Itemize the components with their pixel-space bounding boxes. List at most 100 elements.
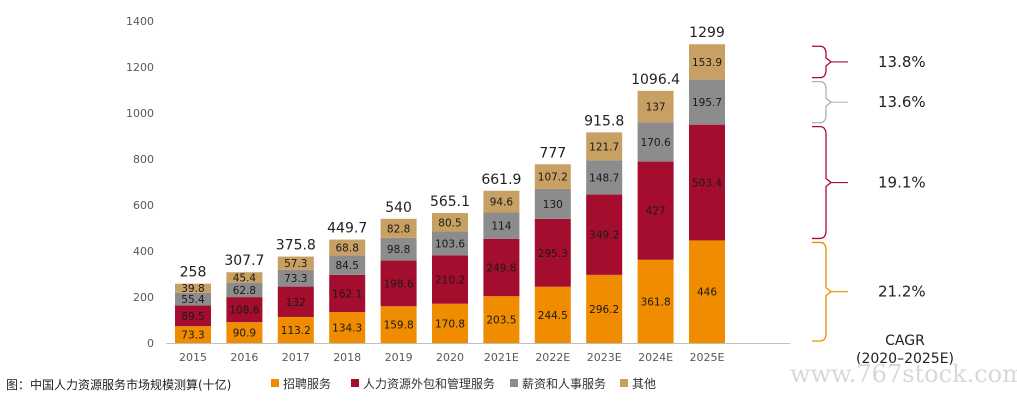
bar-segment: [534, 188, 571, 219]
data-label: 90.9: [233, 328, 256, 340]
legend-label: 招聘服务: [283, 376, 331, 391]
bar-segment: [329, 255, 366, 275]
x-tick-label: 2024E: [638, 351, 673, 364]
data-label: 114: [491, 221, 511, 233]
total-label: 258: [180, 265, 207, 281]
legend-label: 薪资和人事服务: [522, 376, 606, 391]
data-label: 39.8: [181, 283, 204, 295]
data-label: 62.8: [233, 285, 256, 297]
legend-swatch: [351, 379, 359, 387]
y-axis: 0 200 400 600 800 1000 1200 1400: [126, 15, 154, 350]
bar-segment: [380, 218, 417, 238]
cagr-value: 21.2%: [878, 283, 926, 301]
y-tick-label: 600: [133, 199, 154, 212]
data-label: 503.4: [692, 178, 722, 190]
data-label: 349.2: [589, 230, 619, 242]
data-label: 98.8: [387, 244, 410, 256]
total-label: 915.8: [584, 113, 624, 129]
cagr-bracket: [812, 80, 833, 124]
bar-segment: [226, 282, 263, 298]
cagr-bracket: [812, 241, 833, 342]
bar-segment: [277, 286, 314, 317]
bar-segment: [380, 237, 417, 261]
bar-segment: [329, 312, 366, 343]
x-tick-label: 2022E: [535, 351, 570, 364]
bar-segment: [432, 231, 468, 256]
bar-segment: [637, 161, 674, 260]
cagr-value: 13.8%: [878, 53, 926, 71]
data-label: 170.8: [435, 318, 465, 330]
data-label: 170.6: [641, 137, 671, 149]
bar-segment: [175, 305, 211, 327]
total-label: 661.9: [481, 172, 521, 188]
data-label: 89.5: [181, 311, 204, 323]
total-label: 540: [385, 200, 412, 216]
cagr-annotations: 13.8% 13.6% 19.1% 21.2% CAGR (2020–2025E): [812, 45, 954, 367]
cagr-period: (2020–2025E): [856, 351, 954, 367]
x-tick-label: 2017: [282, 351, 310, 364]
data-label: 45.4: [233, 272, 257, 284]
bar-segment: [586, 132, 623, 161]
y-tick-label: 800: [133, 153, 154, 166]
x-axis: 2015 2016 2017 2018 2019 2020 2021E 2022E 2023E 2…: [166, 343, 790, 364]
data-label: 203.5: [486, 315, 516, 327]
x-tick-label: 2020: [436, 351, 464, 364]
bar-segment: [689, 124, 725, 241]
x-tick-label: 2016: [230, 351, 258, 364]
y-tick-label: 0: [147, 337, 154, 350]
bar-segment: [483, 296, 520, 343]
bar-segment: [380, 306, 417, 343]
data-label: 113.2: [281, 325, 311, 337]
bar-segment: [175, 326, 211, 343]
bar-segment: [175, 283, 211, 293]
legend-swatch: [510, 379, 518, 387]
bar-segment: [586, 194, 623, 275]
bar-segment: [277, 256, 314, 270]
data-label: 73.3: [284, 273, 307, 285]
legend-swatch: [620, 379, 628, 387]
bar-segment: [380, 260, 417, 307]
bar-segment: [432, 303, 468, 343]
bar-segment: [689, 44, 725, 80]
data-label: 130: [543, 199, 563, 211]
total-label: 1299: [689, 25, 725, 41]
data-label: 295.3: [538, 248, 568, 260]
bar-segment: [483, 212, 520, 239]
total-label: 1096.4: [631, 72, 680, 88]
data-label: 108.6: [229, 305, 259, 317]
bar-segment: [534, 286, 571, 343]
bar-segment: [689, 240, 725, 343]
data-label: 103.6: [435, 238, 465, 250]
data-label: 80.5: [438, 217, 461, 229]
cagr-value: 13.6%: [878, 93, 926, 111]
x-tick-label: 2015: [179, 351, 207, 364]
bar-segment: [483, 238, 520, 297]
data-label: 73.3: [181, 330, 204, 342]
data-label: 134.3: [332, 323, 362, 335]
bar-segment: [483, 190, 520, 213]
data-label: 82.8: [387, 223, 410, 235]
bar-segment: [277, 269, 314, 287]
bar-segment: [586, 160, 623, 195]
cagr-bracket: [812, 125, 833, 240]
bar-segment: [277, 316, 314, 343]
cagr-value: 19.1%: [878, 174, 926, 192]
total-label: 777: [539, 145, 566, 161]
legend-label: 人力资源外包和管理服务: [363, 376, 495, 391]
bar-segment: [586, 274, 623, 343]
data-label: 244.5: [538, 310, 568, 322]
total-label: 307.7: [224, 253, 264, 269]
y-tick-label: 1000: [126, 107, 154, 120]
legend: 招聘服务 人力资源外包和管理服务 薪资和人事服务 其他: [271, 376, 656, 391]
total-label: 375.8: [276, 238, 316, 254]
bar-segment: [226, 322, 263, 343]
data-label: 446: [697, 287, 717, 299]
bar-segment: [226, 272, 263, 283]
x-tick-label: 2023E: [587, 351, 622, 364]
bar-segment: [329, 274, 366, 313]
cagr-title: CAGR: [885, 333, 925, 349]
data-label: 296.2: [589, 304, 619, 316]
data-label: 137: [646, 102, 666, 114]
data-label: 249.8: [486, 262, 516, 274]
